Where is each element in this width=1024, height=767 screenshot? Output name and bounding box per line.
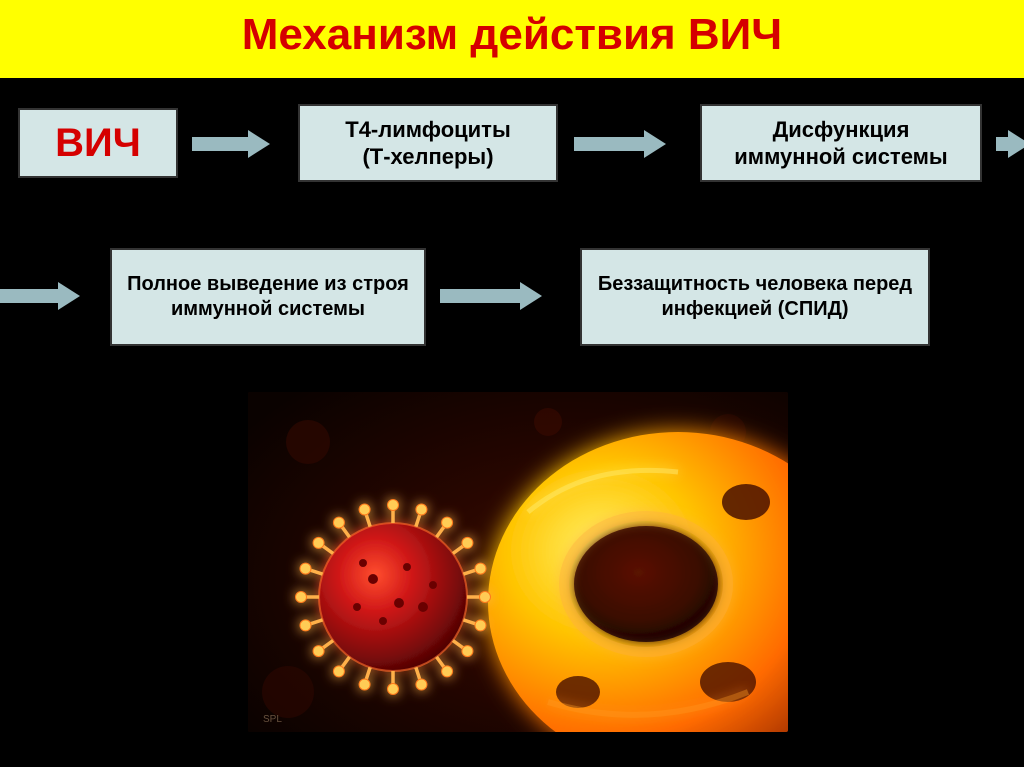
arrow-icon — [0, 282, 80, 310]
flow-box-aids: Беззащитность человека перед инфекцией (… — [580, 248, 930, 346]
arrow-icon — [440, 282, 542, 310]
box-label: Дисфункция иммунной системы — [714, 116, 968, 171]
box-label: Полное выведение из строя иммунной систе… — [124, 272, 412, 322]
flow-box-lymphocytes: Т4-лимфоциты(Т-хелперы) — [298, 104, 558, 182]
arrow-icon — [192, 130, 270, 158]
arrow-icon — [574, 130, 666, 158]
box-label: Беззащитность человека перед инфекцией (… — [594, 272, 916, 322]
box-label: Т4-лимфоциты(Т-хелперы) — [345, 116, 511, 171]
svg-text:SPL: SPL — [263, 714, 282, 725]
title-banner: Механизм действия ВИЧ — [0, 0, 1024, 78]
arrow-icon — [996, 130, 1024, 158]
flow-box-hiv: ВИЧ — [18, 108, 178, 178]
box-label: ВИЧ — [55, 118, 141, 168]
virus-illustration: SPL — [248, 392, 788, 732]
flow-box-immune-complete: Полное выведение из строя иммунной систе… — [110, 248, 426, 346]
page-title: Механизм действия ВИЧ — [242, 10, 782, 59]
flow-box-dysfunction: Дисфункция иммунной системы — [700, 104, 982, 182]
